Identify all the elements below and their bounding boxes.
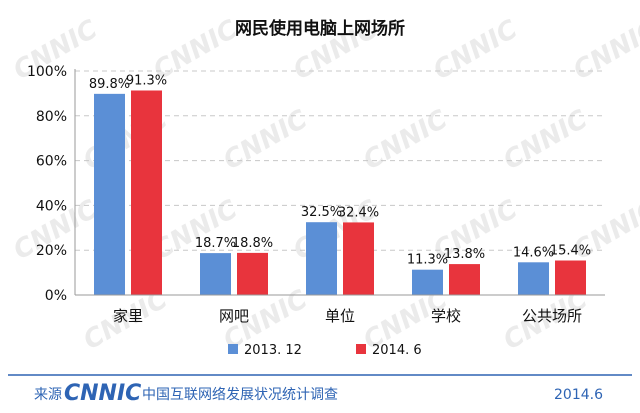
data-label: 11.3%: [407, 253, 448, 268]
data-label: 89.8%: [89, 77, 130, 92]
x-tick-label: 公共场所: [522, 307, 582, 325]
x-tick-label: 网吧: [219, 307, 249, 325]
gridlines: [75, 70, 605, 251]
legend-label: 2014. 6: [372, 343, 422, 358]
data-label: 15.4%: [550, 244, 591, 259]
watermark-text: CNNIC: [359, 104, 453, 176]
bar: [518, 262, 549, 295]
footer-survey-title: 中国互联网络发展状况统计调查: [142, 387, 338, 403]
bars: 89.8%91.3% 18.7%18.8% 32.5%32.4% 11.3%13.8%…: [89, 73, 591, 296]
bar: [200, 253, 231, 295]
y-tick-label: 60%: [36, 154, 67, 170]
bar: [412, 269, 443, 295]
x-axis: 家里 网吧 单位 学校 公共场所: [74, 69, 605, 325]
legend-label: 2013. 12: [244, 343, 302, 358]
y-tick-label: 40%: [36, 198, 67, 214]
footer-logo: CNNIC: [64, 381, 141, 406]
bar: [94, 93, 125, 296]
watermark-text: CNNIC: [499, 104, 593, 176]
legend-swatch: [356, 344, 366, 354]
bar: [555, 260, 586, 295]
x-tick-label: 学校: [431, 307, 461, 325]
x-tick-label: 单位: [325, 307, 355, 325]
data-label: 18.7%: [195, 236, 236, 251]
footer-source-label: 来源: [34, 387, 62, 403]
data-label: 32.4%: [338, 205, 379, 220]
y-axis: 0% 20% 40% 60% 80% 100%: [27, 64, 67, 304]
legend-swatch: [228, 344, 238, 354]
footer-date: 2014.6: [554, 387, 603, 403]
y-tick-label: 80%: [36, 109, 67, 125]
chart-title: 网民使用电脑上网场所: [235, 18, 405, 39]
bar: [449, 264, 480, 295]
data-label: 91.3%: [126, 73, 167, 88]
y-tick-label: 100%: [27, 64, 67, 80]
watermark-text: CNNIC: [429, 14, 523, 86]
bar: [343, 222, 374, 295]
legend: 2013. 12 2014. 6: [228, 343, 422, 358]
data-label: 32.5%: [301, 205, 342, 220]
data-label: 14.6%: [513, 245, 554, 260]
y-tick-label: 20%: [36, 243, 67, 259]
bar: [237, 252, 268, 295]
watermark-text: CNNIC: [219, 104, 313, 176]
watermark-text: CNNIC: [569, 14, 640, 86]
x-tick-label: 家里: [113, 307, 143, 325]
data-label: 13.8%: [444, 247, 485, 262]
data-label: 18.8%: [232, 236, 273, 251]
bar: [306, 222, 337, 295]
y-tick-label: 0%: [45, 288, 67, 304]
bar: [131, 90, 162, 295]
